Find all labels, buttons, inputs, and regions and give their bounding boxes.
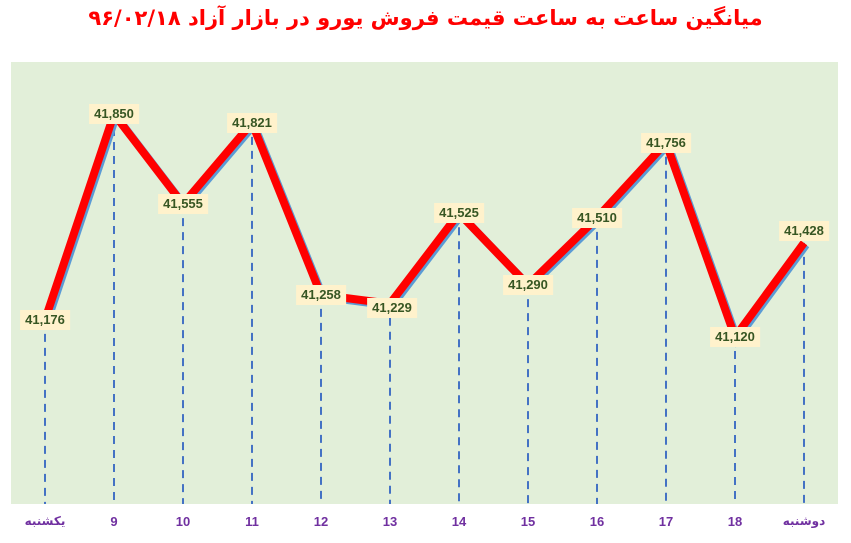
x-tick-label: 9 xyxy=(110,514,118,529)
data-label: 41,756 xyxy=(641,132,691,153)
drop-lines xyxy=(44,114,805,504)
data-label: 41,258 xyxy=(296,284,346,305)
chart-title: میانگین ساعت به ساعت قیمت فروش یورو در ب… xyxy=(88,6,763,30)
x-tick-label: دوشنبه xyxy=(782,514,826,528)
data-label: 41,821 xyxy=(227,112,277,133)
data-label: 41,555 xyxy=(158,194,208,215)
data-label: 41,290 xyxy=(503,275,553,296)
x-tick-label: 16 xyxy=(589,514,605,529)
plot-area xyxy=(11,62,838,504)
data-label: 41,510 xyxy=(572,207,622,228)
data-label: 41,176 xyxy=(20,309,70,330)
x-tick-label: 14 xyxy=(451,514,467,529)
data-label: 41,850 xyxy=(89,104,139,124)
x-tick-label: یکشنبه xyxy=(24,514,66,528)
x-tick-label: 17 xyxy=(658,514,674,529)
data-label: 41,229 xyxy=(367,297,417,318)
x-tick-label: 15 xyxy=(520,514,536,529)
x-tick-label: 12 xyxy=(313,514,329,529)
x-tick-label: 11 xyxy=(245,514,259,529)
data-label: 41,120 xyxy=(710,327,760,347)
series-line xyxy=(41,105,808,346)
x-tick-label: 18 xyxy=(727,514,743,529)
data-label: 41,428 xyxy=(779,220,829,241)
x-tick-label: 10 xyxy=(175,514,191,529)
x-tick-label: 13 xyxy=(382,514,398,529)
data-label: 41,525 xyxy=(434,203,484,224)
